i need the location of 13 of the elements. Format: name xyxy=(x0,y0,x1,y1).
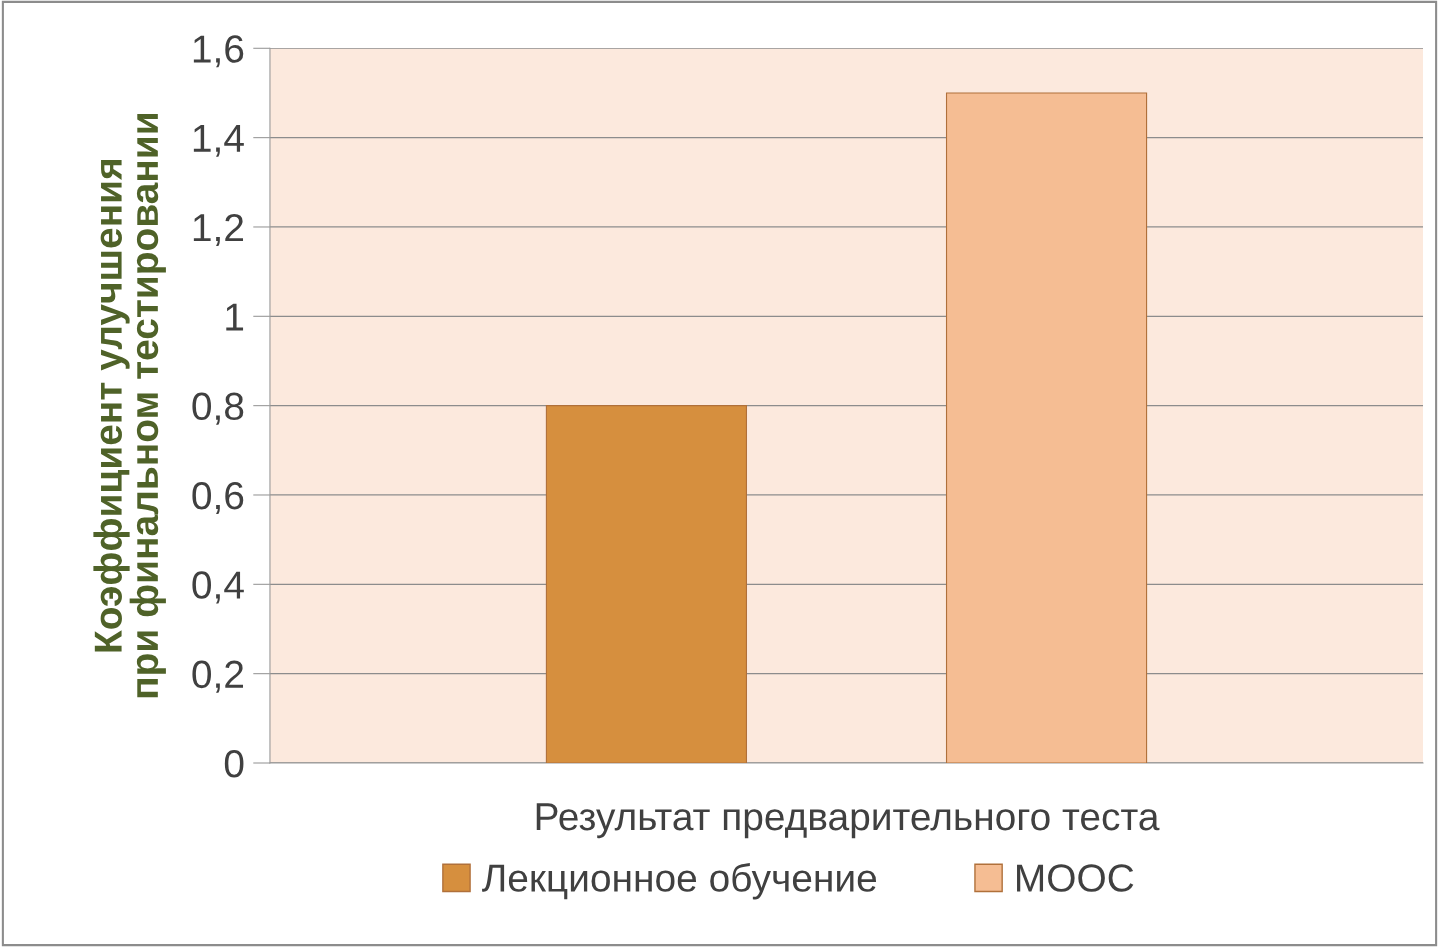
y-tick-label: 0,2 xyxy=(192,660,244,693)
y-tick-label: 0,8 xyxy=(192,392,244,425)
legend-label: МООС xyxy=(1017,864,1134,892)
y-tick-label: 1,6 xyxy=(193,35,244,68)
y-tick-label: 0,6 xyxy=(192,481,244,515)
y-tick-label: 0,4 xyxy=(192,571,244,604)
y-tick-label: 0 xyxy=(224,749,244,778)
y-tick-label: 1,2 xyxy=(193,213,244,247)
y-axis-title: Коэффициент улучшения при финальном тестировании xyxy=(93,114,166,698)
x-tick-label: Результат предварительного теста xyxy=(536,803,1160,839)
legend-label: Лекционное обучение xyxy=(482,862,877,900)
y-tick-label: 1 xyxy=(226,303,244,331)
y-tick-label: 1,4 xyxy=(193,124,244,157)
